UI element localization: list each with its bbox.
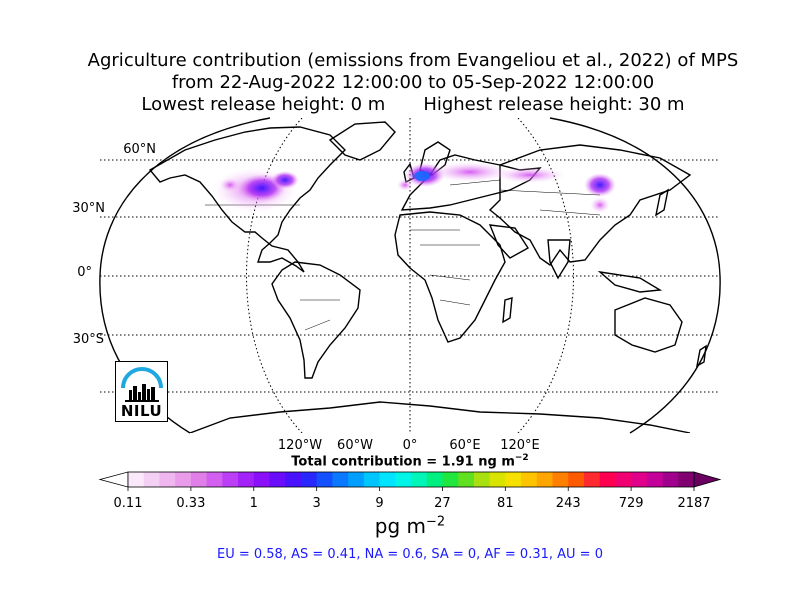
- concentration-field: [213, 162, 616, 213]
- colorbar-swatch: [269, 472, 286, 487]
- nilu-logo-icon: [121, 367, 163, 402]
- colorbar-swatch: [300, 472, 318, 487]
- colorbar-swatch: [568, 472, 585, 487]
- colorbar-swatch: [662, 472, 679, 487]
- colorbar-frame: [127, 471, 695, 488]
- colorbar-unit: pg m−2: [300, 514, 520, 538]
- colorbar-swatch: [646, 472, 664, 487]
- colorbar-tick-label: 243: [555, 496, 581, 511]
- lon-label-0: 0°: [402, 438, 418, 453]
- colorbar-tick-label: 9: [375, 496, 384, 511]
- colorbar-swatch: [222, 472, 239, 487]
- colorbar-swatch: [253, 472, 270, 487]
- colorbar-swatch: [583, 472, 601, 487]
- colorbar-tick-label: 27: [434, 496, 451, 511]
- colorbar-swatch: [631, 472, 648, 487]
- title-line-2: from 22-Aug-2022 12:00:00 to 05-Sep-2022…: [171, 72, 655, 93]
- colorbar-swatch: [238, 472, 255, 487]
- colorbar-swatch: [536, 472, 553, 487]
- colorbar-tick-label: 81: [497, 496, 514, 511]
- colorbar-tick-label: 1: [249, 496, 258, 511]
- colorbar-swatch: [489, 472, 506, 487]
- colorbar-tick-label: 729: [618, 496, 644, 511]
- colorbar-tick-label: 0.11: [113, 496, 143, 511]
- colorbar-swatch: [175, 472, 192, 487]
- colorbar-swatch: [411, 472, 428, 487]
- colorbar-swatch: [426, 472, 443, 487]
- nilu-logo: NILU: [115, 361, 168, 422]
- colorbar-swatch: [521, 472, 538, 487]
- colorbar-swatch: [190, 472, 208, 487]
- colorbar-swatch: [458, 472, 475, 487]
- nilu-logo-text: NILU: [120, 402, 163, 420]
- colorbar-swatch: [332, 472, 349, 487]
- unit-base: pg m: [374, 514, 427, 538]
- lon-label-120w: 120°W: [277, 438, 323, 453]
- colorbar-swatch: [678, 472, 695, 487]
- colorbar-tick-label: 0.33: [176, 496, 206, 511]
- lowest-release-height: Lowest release height: 0 m: [141, 94, 386, 115]
- title-line-1: Agriculture contribution (emissions from…: [87, 50, 739, 71]
- lat-label-30s: 30°S: [72, 332, 104, 347]
- lon-label-60w: 60°W: [337, 438, 373, 453]
- highest-release-height: Highest release height: 30 m: [423, 94, 685, 115]
- lon-label-120e: 120°E: [500, 438, 540, 453]
- total-contribution-exponent: −2: [514, 453, 529, 463]
- colorbar-swatch: [473, 472, 491, 487]
- colorbar-swatch: [363, 472, 381, 487]
- title-line-3: Lowest release height: 0 m Highest releas…: [0, 94, 800, 115]
- colorbar-swatch: [615, 472, 632, 487]
- colorbar-swatch: [143, 472, 160, 487]
- total-contribution: Total contribution = 1.91 ng m−2: [260, 453, 560, 469]
- colorbar-swatch: [442, 472, 459, 487]
- colorbar-swatch: [379, 472, 396, 487]
- colorbar-swatch: [599, 472, 616, 487]
- latitude-gridlines: [100, 159, 720, 393]
- colorbar-swatch: [206, 472, 223, 487]
- colorbar-swatch: [316, 472, 333, 487]
- colorbar-under-arrow: [98, 471, 129, 488]
- lon-label-60e: 60°E: [449, 438, 481, 453]
- coastlines: [148, 121, 707, 433]
- colorbar-swatch: [348, 472, 365, 487]
- colorbar-tick-label: 2187: [677, 496, 711, 511]
- colorbar-swatch: [552, 472, 569, 487]
- colorbar-swatch: [505, 472, 522, 487]
- colorbar-swatch: [128, 472, 145, 487]
- colorbar-swatch: [395, 472, 412, 487]
- colorbar-tick-label: 3: [312, 496, 321, 511]
- unit-exponent: −2: [426, 514, 446, 530]
- regional-contributions: EU = 0.58, AS = 0.41, NA = 0.6, SA = 0, …: [217, 547, 603, 562]
- colorbar-swatch: [285, 472, 302, 487]
- total-contribution-text: Total contribution = 1.91 ng m: [291, 454, 515, 470]
- lat-label-0: 0°: [77, 265, 92, 280]
- colorbar-over-arrow: [693, 471, 722, 488]
- lat-label-30n: 30°N: [72, 201, 105, 216]
- lat-label-60n: 60°N: [123, 142, 156, 157]
- colorbar-swatch: [159, 472, 176, 487]
